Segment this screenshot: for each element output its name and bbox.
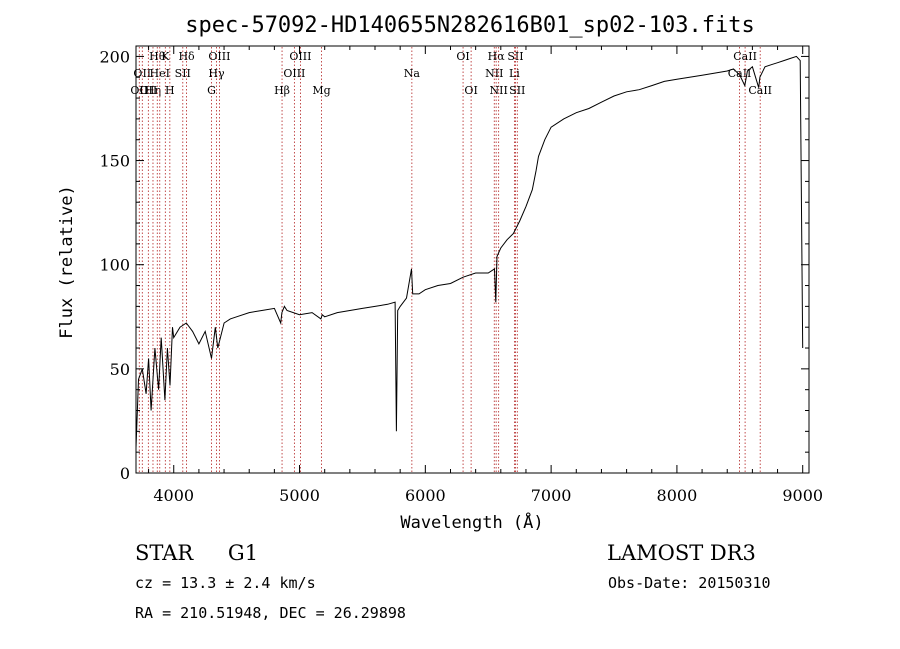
- y-axis-label: Flux (relative): [57, 185, 77, 339]
- x-tick-label: 8000: [657, 486, 698, 505]
- x-tick-label: 6000: [405, 486, 446, 505]
- emission-line-label: OII: [130, 84, 148, 97]
- emission-line-label: NII: [485, 67, 503, 80]
- y-tick-label: 150: [99, 152, 130, 171]
- emission-line-label: Hδ: [178, 50, 195, 63]
- emission-line-markers: OIIOIIOIIHηHθHeIKHSIIHδGHγOIIIHβOIIIOIII…: [130, 47, 772, 472]
- emission-line-label: Hα: [488, 50, 506, 63]
- emission-line-label: SII: [175, 67, 191, 80]
- x-axis-ticks: 4000 5000 6000 7000 8000 9000: [148, 46, 823, 505]
- chart-title: spec-57092-HD140655N282616B01_sp02-103.f…: [185, 13, 755, 38]
- y-tick-label: 0: [120, 464, 130, 483]
- emission-line-label: Na: [404, 67, 421, 80]
- emission-line-label: Li: [509, 67, 520, 80]
- emission-line-label: H: [165, 84, 175, 97]
- redshift-label: cz = 13.3 ± 2.4 km/s: [135, 574, 316, 592]
- emission-line-label: Hβ: [274, 84, 290, 97]
- y-axis-ticks: 0 50 100 150 200: [99, 47, 809, 483]
- survey-label: LAMOST DR3: [607, 541, 756, 565]
- coords-label: RA = 210.51948, DEC = 26.29898: [135, 604, 406, 622]
- spectrum-series-line: [135, 55, 804, 449]
- emission-line-label: G: [207, 84, 216, 97]
- emission-line-label: Hθ: [149, 50, 166, 63]
- x-axis-label: Wavelength (Å): [400, 511, 543, 533]
- object-class: STAR G1: [135, 541, 258, 565]
- y-tick-label: 200: [99, 47, 130, 66]
- emission-line-label: Mg: [312, 84, 330, 97]
- class-label: STAR: [135, 541, 194, 565]
- emission-line-label: NII: [490, 84, 508, 97]
- x-tick-label: 5000: [279, 486, 320, 505]
- emission-line-label: K: [161, 50, 170, 63]
- emission-line-label: OI: [456, 50, 469, 63]
- x-tick-label: 7000: [531, 486, 572, 505]
- emission-line-label: SII: [507, 50, 523, 63]
- x-tick-label: 9000: [782, 486, 823, 505]
- emission-line-label: OIII: [283, 67, 305, 80]
- subclass-label: G1: [227, 541, 259, 565]
- emission-line-label: OI: [464, 84, 477, 97]
- emission-line-label: CaII: [748, 84, 772, 97]
- emission-line-label: CaII: [728, 67, 752, 80]
- emission-line-label: HeI: [150, 67, 170, 80]
- plot-frame: [135, 45, 810, 474]
- emission-line-label: Hγ: [208, 67, 225, 80]
- y-tick-label: 50: [110, 360, 130, 379]
- emission-line-label: OIII: [208, 50, 230, 63]
- emission-line-label: SII: [509, 84, 525, 97]
- obs-date-label: Obs-Date: 20150310: [608, 574, 771, 592]
- emission-line-label: CaII: [733, 50, 757, 63]
- emission-line-label: Hη: [145, 84, 161, 97]
- y-tick-label: 100: [99, 256, 130, 275]
- x-tick-label: 4000: [153, 486, 194, 505]
- emission-line-label: OIII: [289, 50, 311, 63]
